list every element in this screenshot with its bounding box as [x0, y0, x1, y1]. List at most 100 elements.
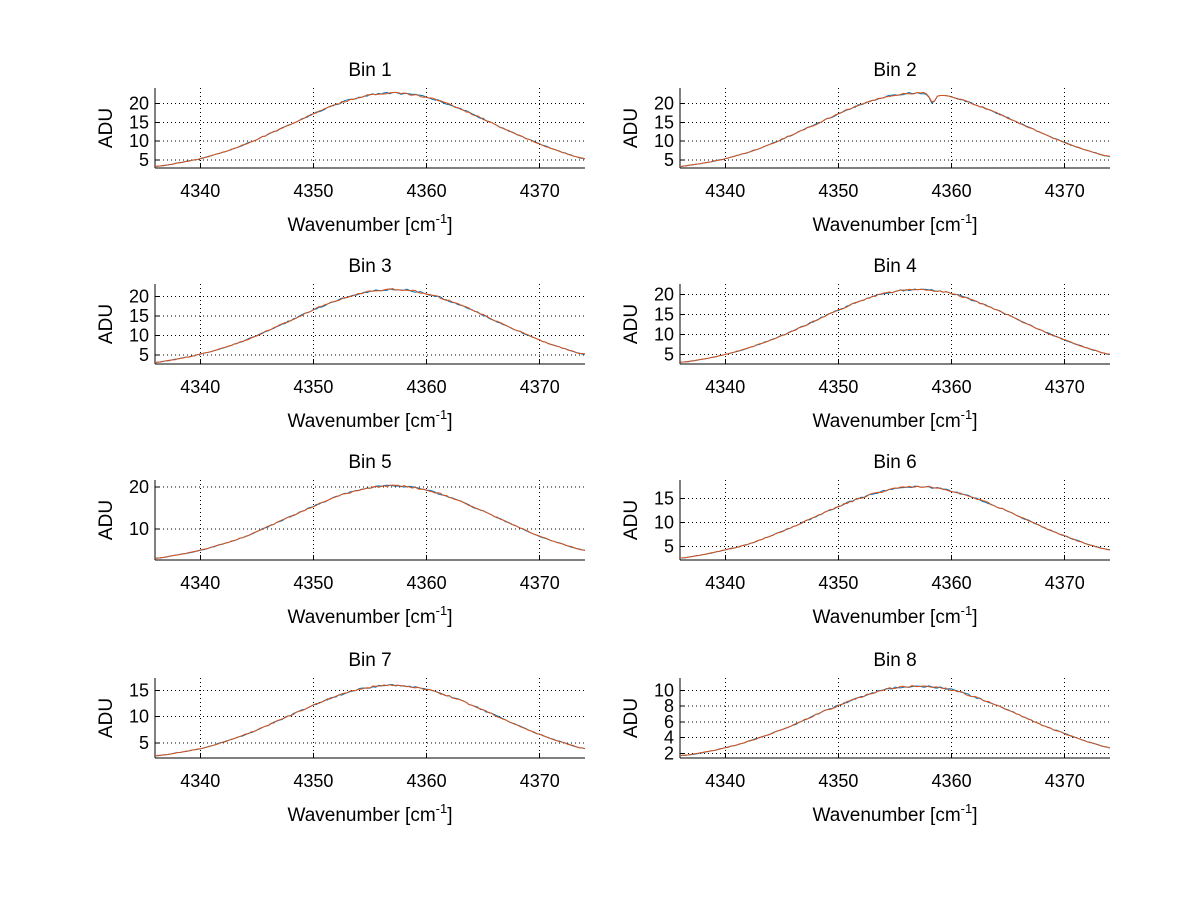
x-tick-label: 4370	[520, 771, 560, 791]
x-axis-label-text: Wavenumber [cm	[287, 607, 435, 628]
y-tick-label: 15	[654, 112, 674, 132]
x-axis-label-superscript: -1	[961, 211, 973, 226]
x-tick-label: 4350	[293, 377, 333, 397]
x-axis-label-text: Wavenumber [cm	[812, 607, 960, 628]
x-tick-label: 4350	[293, 771, 333, 791]
spectrum-curve-trace-orange	[679, 485, 1111, 559]
x-tick-label: 4360	[932, 573, 972, 593]
subplot-title: Bin 8	[873, 650, 916, 671]
x-tick-label: 4370	[520, 573, 560, 593]
x-axis-label-superscript: -1	[436, 603, 448, 618]
x-axis-label-superscript: -1	[436, 211, 448, 226]
x-axis-label-text: Wavenumber [cm	[812, 411, 960, 432]
y-axis-label: ADU	[621, 698, 642, 738]
subplot-title: Bin 3	[348, 256, 391, 277]
x-axis-label: Wavenumber [cm-1]	[812, 211, 977, 236]
x-tick-label: 4350	[818, 181, 858, 201]
y-tick-label: 15	[654, 304, 674, 324]
x-axis-label-suffix: ]	[447, 411, 452, 432]
x-axis-label-superscript: -1	[436, 801, 448, 816]
x-axis-label: Wavenumber [cm-1]	[287, 211, 452, 236]
subplot-bin-8: Bin 8 ADU Wavenumber [cm-1] 4340 4350 4360…	[553, 640, 1133, 836]
y-axis-label: ADU	[621, 304, 642, 344]
x-axis-label-text: Wavenumber [cm	[812, 215, 960, 236]
x-tick-label: 4360	[407, 573, 447, 593]
subplot-canvas: Bin 6 ADU Wavenumber [cm-1] 4340 4350 4360…	[621, 452, 1111, 628]
spectrum-curve-trace-orange	[679, 288, 1111, 363]
subplot-canvas: Bin 7 ADU Wavenumber [cm-1] 4340 4350 4360…	[96, 650, 586, 826]
y-tick-label: 10	[129, 707, 149, 727]
y-axis-label: ADU	[96, 304, 117, 344]
x-tick-label: 4360	[407, 377, 447, 397]
x-axis-label-suffix: ]	[447, 215, 452, 236]
x-tick-label: 4350	[293, 181, 333, 201]
plot-area: 4340 4350 4360 4370 5 10 15	[129, 678, 586, 791]
x-axis-label-superscript: -1	[961, 801, 973, 816]
y-axis-label: ADU	[621, 500, 642, 540]
spectrum-curve-trace-blue	[154, 684, 586, 757]
spectrum-curve-trace-blue	[679, 288, 1111, 363]
y-tick-label: 10	[129, 519, 149, 539]
x-axis-label: Wavenumber [cm-1]	[287, 603, 452, 628]
y-tick-label: 20	[129, 286, 149, 306]
x-axis-label-superscript: -1	[961, 603, 973, 618]
y-tick-label: 5	[139, 345, 149, 365]
x-axis-label: Wavenumber [cm-1]	[287, 407, 452, 432]
subplot-canvas: Bin 3 ADU Wavenumber [cm-1] 4340 4350 4360…	[96, 256, 586, 432]
y-tick-label: 5	[664, 150, 674, 170]
y-tick-label: 5	[664, 344, 674, 364]
y-tick-label: 4	[664, 728, 674, 748]
x-tick-label: 4340	[180, 771, 220, 791]
x-tick-label: 4360	[932, 771, 972, 791]
subplot-title: Bin 5	[348, 452, 391, 473]
x-tick-label: 4350	[818, 377, 858, 397]
spectrum-curve-trace-orange	[154, 684, 586, 757]
x-tick-label: 4370	[1045, 181, 1085, 201]
x-tick-label: 4370	[520, 181, 560, 201]
y-tick-label: 10	[654, 131, 674, 151]
y-tick-label: 2	[664, 743, 674, 763]
y-axis-label: ADU	[96, 698, 117, 738]
y-tick-label: 5	[139, 150, 149, 170]
x-tick-label: 4360	[407, 181, 447, 201]
spectrum-curve-trace-orange	[154, 484, 586, 559]
subplot-canvas: Bin 5 ADU Wavenumber [cm-1] 4340 4350 4360…	[96, 452, 586, 628]
x-tick-label: 4340	[180, 377, 220, 397]
plot-area: 4340 4350 4360 4370 5 10 15	[654, 480, 1111, 593]
x-tick-label: 4350	[293, 573, 333, 593]
subplot-bin-6: Bin 6 ADU Wavenumber [cm-1] 4340 4350 4360…	[553, 442, 1133, 638]
subplot-bin-3: Bin 3 ADU Wavenumber [cm-1] 4340 4350 4360…	[28, 246, 608, 442]
subplot-title: Bin 1	[348, 60, 391, 81]
spectrum-curve-trace-orange	[679, 91, 1111, 168]
subplot-canvas: Bin 4 ADU Wavenumber [cm-1] 4340 4350 4360…	[621, 256, 1111, 432]
y-tick-label: 15	[129, 681, 149, 701]
y-tick-label: 10	[129, 326, 149, 346]
x-tick-label: 4340	[705, 181, 745, 201]
spectrum-curve-trace-blue	[679, 685, 1111, 757]
y-tick-label: 5	[664, 537, 674, 557]
y-tick-label: 20	[654, 284, 674, 304]
subplot-bin-2: Bin 2 ADU Wavenumber [cm-1] 4340 4350 4360…	[553, 50, 1133, 246]
spectrum-curve-trace-blue	[154, 484, 586, 559]
x-axis-label: Wavenumber [cm-1]	[812, 407, 977, 432]
x-axis-label-text: Wavenumber [cm	[812, 805, 960, 826]
x-axis-label: Wavenumber [cm-1]	[812, 801, 977, 826]
spectrum-curve-trace-orange	[679, 684, 1111, 757]
spectrum-curve-trace-orange	[154, 287, 586, 363]
y-axis-label: ADU	[96, 500, 117, 540]
spectrum-curve-trace-blue	[154, 288, 586, 363]
y-tick-label: 15	[129, 112, 149, 132]
x-tick-label: 4340	[705, 377, 745, 397]
subplot-bin-4: Bin 4 ADU Wavenumber [cm-1] 4340 4350 4360…	[553, 246, 1133, 442]
y-tick-label: 8	[664, 696, 674, 716]
subplot-title: Bin 6	[873, 452, 916, 473]
x-axis-label-suffix: ]	[972, 411, 977, 432]
x-tick-label: 4370	[1045, 573, 1085, 593]
x-tick-label: 4340	[180, 573, 220, 593]
